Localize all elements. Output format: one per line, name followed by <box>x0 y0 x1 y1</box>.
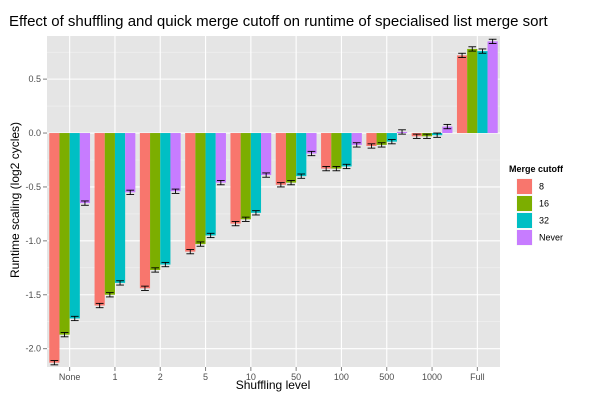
x-axis: None 1 2 5 10 50 100 500 1000 Full <box>59 367 485 382</box>
bar <box>125 133 136 193</box>
x-tick-label: 500 <box>379 372 394 382</box>
y-tick-label: 0.0 <box>28 128 41 138</box>
bar <box>477 51 488 134</box>
x-tick-label: 5 <box>203 372 208 382</box>
bar <box>79 133 91 204</box>
bar <box>104 133 115 295</box>
legend-title: Merge cutoff <box>509 164 564 174</box>
legend-label: 32 <box>539 216 549 226</box>
bar <box>285 133 297 183</box>
x-tick-label: 50 <box>291 372 301 382</box>
y-axis-label: Runtime scaling (log2 cycles) <box>8 122 22 278</box>
bar <box>351 133 362 145</box>
grid-minor <box>47 51 500 323</box>
x-axis-label: Shuffling level <box>236 378 311 392</box>
bar <box>321 133 332 169</box>
legend-swatch <box>517 196 532 211</box>
legend-label: 16 <box>539 199 549 209</box>
bar <box>69 133 80 319</box>
bar <box>376 133 387 145</box>
bar <box>185 133 196 252</box>
bar <box>467 48 478 134</box>
bar <box>160 133 171 265</box>
x-tick-label: 1000 <box>422 372 442 382</box>
y-tick-label: -1.5 <box>25 290 41 300</box>
x-tick-label: None <box>59 372 81 382</box>
bar <box>230 133 241 224</box>
bar <box>170 133 181 192</box>
bar <box>331 133 342 169</box>
bar <box>366 133 377 146</box>
y-tick-label: -2.0 <box>25 344 41 354</box>
legend-label: Never <box>539 233 563 243</box>
bar <box>261 133 272 176</box>
chart-title: Effect of shuffling and quick merge cuto… <box>9 13 548 30</box>
bars <box>49 41 498 363</box>
x-tick-label: Full <box>470 372 485 382</box>
bar <box>150 133 161 270</box>
y-tick-label: -1.0 <box>25 236 41 246</box>
bar <box>205 133 216 236</box>
bar <box>275 133 286 185</box>
bar <box>195 133 206 245</box>
bar <box>59 133 70 335</box>
bar <box>215 133 226 183</box>
bar <box>386 133 397 142</box>
bar <box>250 133 262 213</box>
error-bars <box>50 38 497 366</box>
bar <box>240 133 251 220</box>
legend-swatch <box>517 179 532 194</box>
legend-label: 8 <box>539 182 544 192</box>
bar <box>487 41 498 134</box>
x-tick-label: 100 <box>334 372 349 382</box>
bar <box>341 133 352 167</box>
bar <box>296 133 307 177</box>
y-axis: -2.0 -1.5 -1.0 -0.5 0.0 0.5 <box>25 74 47 354</box>
bar <box>49 133 60 363</box>
bar <box>114 133 126 283</box>
legend: Merge cutoff 8 16 32 Never <box>509 164 564 247</box>
bar <box>94 133 105 306</box>
y-tick-label: -0.5 <box>25 182 41 192</box>
x-tick-label: 2 <box>158 372 163 382</box>
x-tick-label: 1 <box>112 372 117 382</box>
bar <box>456 55 468 134</box>
y-tick-label: 0.5 <box>28 74 41 84</box>
legend-swatch <box>517 230 532 245</box>
bar <box>442 126 453 134</box>
bar <box>139 133 151 289</box>
legend-swatch <box>517 213 532 228</box>
grid-major <box>47 36 500 367</box>
bar <box>306 133 317 154</box>
x-tick-label: 10 <box>246 372 256 382</box>
